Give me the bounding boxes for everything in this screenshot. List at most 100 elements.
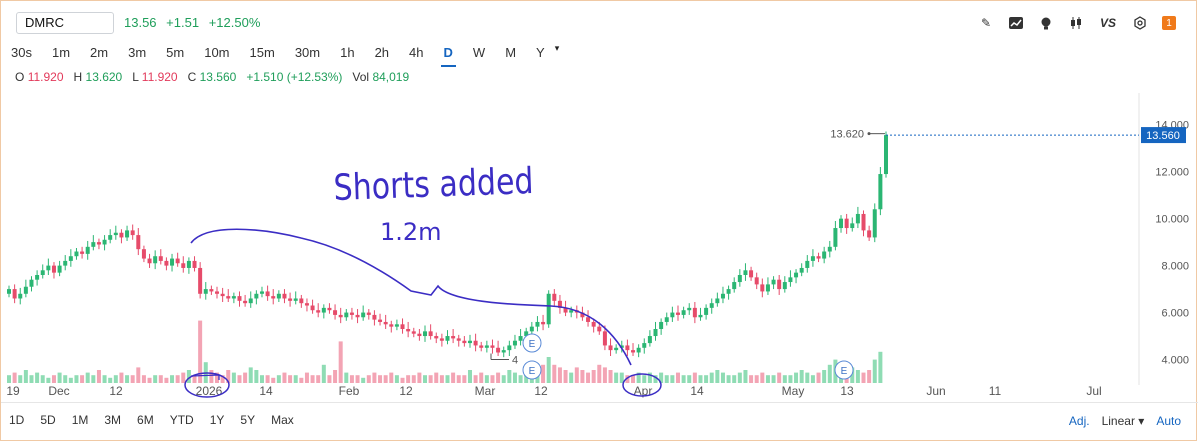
pencil-icon[interactable]: ✎ [980,16,992,30]
candle-body [619,345,624,348]
candles-icon[interactable] [1068,15,1084,31]
event-marker [522,333,542,353]
volume-bar [456,375,461,383]
volume-bar [687,375,692,383]
alert-bulb-icon[interactable] [1038,15,1054,31]
interval-2h[interactable]: 2h [374,45,390,60]
interval-1m[interactable]: 1m [51,45,71,60]
candle-body [288,298,293,301]
y-tick-label: 8.000 [1161,261,1189,273]
candle-body [153,256,158,264]
range-max[interactable]: Max [271,413,294,427]
candle-body [456,338,461,341]
x-tick-label: Mar [475,384,496,398]
interval-30m[interactable]: 30m [294,45,321,60]
volume-bar [316,375,321,383]
price-chart[interactable]: 4.0006.0008.00010.00012.00014.00013.5601… [1,93,1198,401]
event-marker-label: E [841,366,848,377]
candle-body [580,312,585,318]
interval-30s[interactable]: 30s [11,45,32,60]
interval-W[interactable]: W [472,45,486,60]
candle-body [198,267,203,294]
price-change-percent: +12.50% [208,15,261,30]
vs-compare-icon[interactable]: VS [1099,16,1116,30]
candle-body [254,293,259,299]
candle-body [524,331,529,337]
candle-body [23,286,28,294]
candle-body [18,293,23,299]
candle-body [394,324,399,327]
candle-body [765,284,770,292]
volume-bar [366,375,371,383]
scale-select[interactable]: Linear ▾ [1101,414,1145,428]
volume-bar [541,364,546,383]
range-5d[interactable]: 5D [40,413,56,427]
chart-toolbar: ✎ VS 1 [978,13,1176,33]
volume-value: 84,019 [372,70,410,84]
range-ytd[interactable]: YTD [169,413,194,427]
interval-4h[interactable]: 4h [409,45,424,60]
high-value: 13.620 [85,70,123,84]
symbol-input[interactable]: DMRC [16,12,114,34]
volume-bar [619,372,624,383]
range-6m[interactable]: 6M [137,413,154,427]
candle-body [884,135,888,175]
candle-body [827,246,832,252]
range-1y[interactable]: 1Y [209,413,225,427]
chevron-down-icon: ▾ [554,43,560,53]
interval-15m[interactable]: 15m [249,45,275,60]
volume-bar [467,370,472,383]
range-5y[interactable]: 5Y [240,413,256,427]
range-1m[interactable]: 1M [71,413,89,427]
interval-D[interactable]: D [434,43,463,67]
volume-bar [569,372,574,383]
candle-body [552,293,557,301]
interval-10m[interactable]: 10m [204,45,230,60]
volume-bar [209,370,214,383]
candle-body [338,314,343,318]
ohlc-legend: O 11.920 H 13.620 L 11.920 C 13.560 +1.5… [15,70,409,84]
interval-1h[interactable]: 1h [340,45,355,60]
volume-bar [181,372,186,383]
high-marker-label: 13.620 [830,129,864,141]
open-label: O [15,70,25,84]
settings-icon[interactable] [1132,15,1148,31]
candle-body [417,333,422,337]
notification-badge-icon[interactable]: 1 [1162,16,1176,30]
volume-bar [12,372,17,383]
candle-body [484,345,489,348]
candle-body [102,239,107,245]
candle-body [226,296,231,299]
y-tick-label: 12.000 [1155,167,1189,179]
interval-3m[interactable]: 3m [128,45,147,60]
volume-bar [136,367,141,383]
adjusted-toggle[interactable]: Adj. [1068,414,1090,428]
interval-5m[interactable]: 5m [166,45,185,60]
interval-Y[interactable]: Y [536,45,545,60]
volume-bar [310,375,315,383]
high-marker-dot [867,132,871,136]
auto-scale-toggle[interactable]: Auto [1156,414,1181,428]
candle-body [119,232,124,238]
candle-body [366,312,371,315]
range-3m[interactable]: 3M [104,413,122,427]
low-marker-label: 4 [512,355,518,367]
price-change: +1.51 [166,15,200,30]
volume-bar [164,377,169,383]
volume-bar [732,375,737,383]
candle-body [850,223,855,229]
volume-bar [192,375,197,383]
volume-bar [91,375,96,383]
volume-bar [810,375,815,383]
range-1d[interactable]: 1D [9,413,25,427]
volume-bar [158,375,163,383]
volume-bar [771,375,776,383]
candle-body [743,270,748,275]
candle-body [687,307,692,311]
volume-bar [692,372,697,383]
x-tick-label: 11 [989,384,1002,398]
interval-2m[interactable]: 2m [90,45,109,60]
chart-icon[interactable] [1008,15,1024,31]
interval-M[interactable]: M [505,45,517,60]
volume-bar [715,370,720,383]
